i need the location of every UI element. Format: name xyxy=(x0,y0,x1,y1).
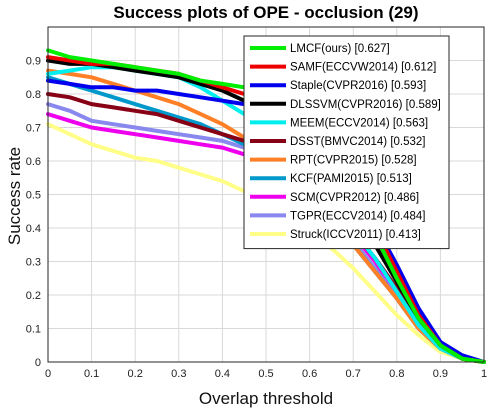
y-tick-label: 0.4 xyxy=(26,223,41,235)
x-tick-label: 0.7 xyxy=(346,368,361,380)
x-tick-label: 1 xyxy=(481,368,487,380)
y-tick-label: 0.2 xyxy=(26,290,41,302)
legend: LMCF(ours) [0.627] SAMF(ECCVW2014) [0.612… xyxy=(243,35,450,250)
legend-entry: RPT(CVPR2015) [0.528] xyxy=(290,155,417,167)
legend-entry: LMCF(ours) [0.627] xyxy=(290,43,390,55)
tick-labels: 0 0.1 0.2 0.3 0.4 0.5 0.6 0.7 0.8 0.9 1 0 0.1 0.2 0.3 0… xyxy=(26,56,487,381)
x-axis-label: Overlap threshold xyxy=(199,389,333,408)
plot-frame xyxy=(47,26,485,363)
y-tick-label: 0.6 xyxy=(26,156,41,168)
legend-entry: SAMF(ECCVW2014) [0.612] xyxy=(290,62,436,74)
legend-entry: DLSSVM(CVPR2016) [0.589] xyxy=(290,99,441,111)
x-tick-label: 0.1 xyxy=(84,368,99,380)
y-tick-label: 0.9 xyxy=(26,56,41,68)
y-tick-label: 0.3 xyxy=(26,257,41,269)
y-tick-label: 0.8 xyxy=(26,89,41,101)
x-tick-label: 0.4 xyxy=(215,368,230,380)
x-tick-label: 0.3 xyxy=(171,368,186,380)
legend-entry: KCF(PAMI2015) [0.513] xyxy=(290,173,412,185)
y-axis-label: Success rate xyxy=(5,147,24,245)
legend-entry: TGPR(ECCV2014) [0.484] xyxy=(290,210,426,222)
chart-title: Success plots of OPE - occlusion (29) xyxy=(113,3,418,22)
y-tick-label: 0.7 xyxy=(26,123,41,135)
x-tick-label: 0.5 xyxy=(258,368,273,380)
legend-entry: Struck(ICCV2011) [0.413] xyxy=(290,229,421,241)
legend-entry: SCM(CVPR2012) [0.486] xyxy=(290,192,419,204)
y-tick-label: 0 xyxy=(35,357,41,369)
x-tick-label: 0.8 xyxy=(389,368,404,380)
x-tick-label: 0.9 xyxy=(433,368,448,380)
x-tick-label: 0.2 xyxy=(128,368,143,380)
legend-entry: MEEM(ECCV2014) [0.563] xyxy=(290,117,428,129)
legend-entry: DSST(BMVC2014) [0.532] xyxy=(290,136,426,148)
legend-entry: Staple(CVPR2016) [0.593] xyxy=(290,80,426,92)
x-tick-label: 0.6 xyxy=(302,368,317,380)
y-tick-label: 0.5 xyxy=(26,190,41,202)
y-tick-label: 0.1 xyxy=(26,324,41,336)
x-tick-label: 0 xyxy=(45,368,51,380)
